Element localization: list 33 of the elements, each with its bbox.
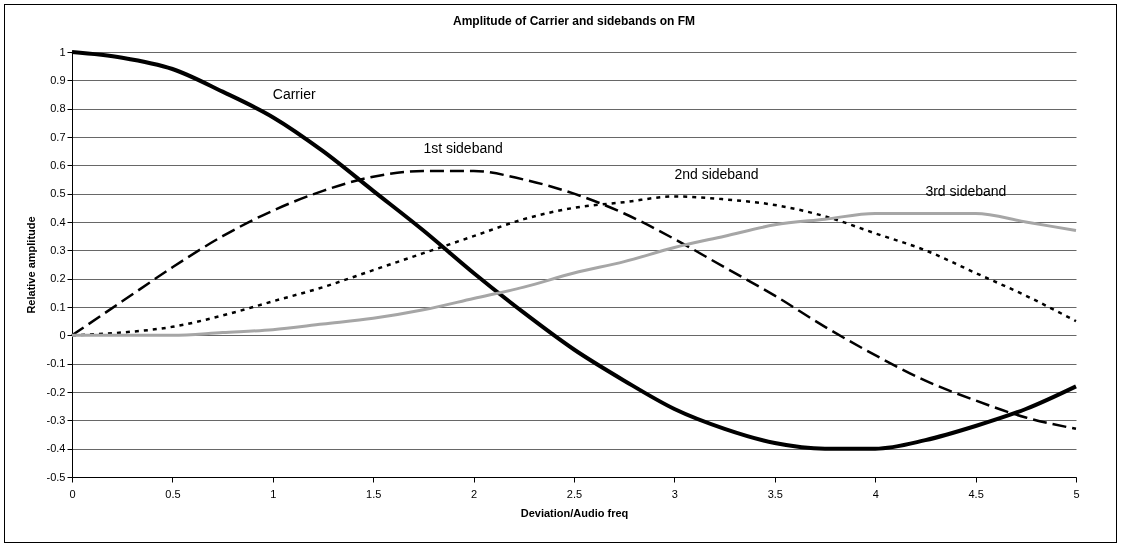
y-tick-label: -0.5 xyxy=(46,470,66,483)
x-tick-label: 3.5 xyxy=(767,487,783,500)
x-tick-label: 2.5 xyxy=(566,487,583,500)
y-tick-label: -0.3 xyxy=(46,413,66,426)
x-tick-label: 4 xyxy=(872,487,879,500)
x-tick-label: 1 xyxy=(270,487,277,500)
series-label: 2nd sideband xyxy=(674,165,759,182)
x-tick-label: 1.5 xyxy=(366,487,382,500)
x-tick-label: 3 xyxy=(671,487,678,500)
x-tick-label: 4.5 xyxy=(968,487,984,500)
y-tick-label: -0.2 xyxy=(46,385,66,398)
y-tick-label: 0.7 xyxy=(50,130,66,143)
y-tick-label: 0.9 xyxy=(50,73,66,86)
y-tick-label: 0 xyxy=(59,328,66,341)
chart-title: Amplitude of Carrier and sidebands on FM xyxy=(452,14,696,28)
y-tick-label: 0.6 xyxy=(50,158,66,171)
y-tick-label: 0.1 xyxy=(50,300,66,313)
y-tick-label: 1 xyxy=(59,45,66,58)
y-axis-title: Relative amplitude xyxy=(24,216,37,314)
series-label: Carrier xyxy=(272,86,316,103)
x-tick-label: 0.5 xyxy=(165,487,181,500)
y-tick-label: 0.5 xyxy=(50,187,66,200)
x-axis-title: Deviation/Audio freq xyxy=(520,506,629,519)
y-tick-label: 0.4 xyxy=(50,215,66,228)
y-tick-label: 0.8 xyxy=(50,102,66,115)
y-tick-label: -0.4 xyxy=(46,442,66,455)
y-tick-label: 0.3 xyxy=(50,243,66,256)
series-label: 1st sideband xyxy=(423,140,503,156)
x-tick-label: 2 xyxy=(471,487,478,500)
x-tick-label: 0 xyxy=(69,487,76,500)
y-tick-label: -0.1 xyxy=(46,357,66,370)
y-tick-label: 0.2 xyxy=(50,272,66,285)
x-tick-label: 5 xyxy=(1073,487,1080,500)
